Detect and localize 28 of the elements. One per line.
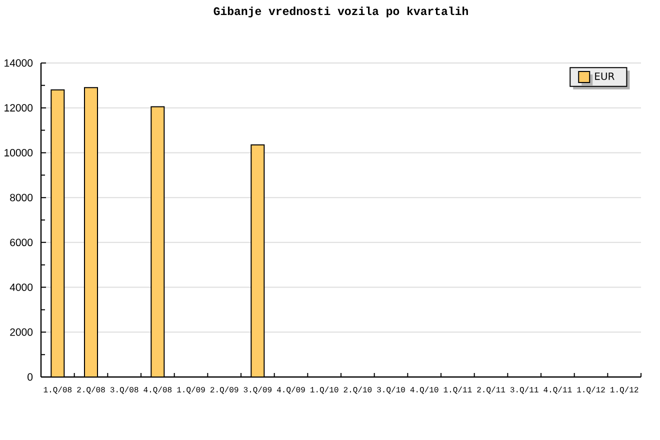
x-tick-label: 1.Q/12	[577, 386, 605, 394]
x-tick-label: 1.Q/10	[310, 386, 338, 394]
y-tick-label: 8000	[10, 194, 33, 202]
y-tick-label: 14000	[4, 59, 33, 67]
x-tick-label: 4.Q/08	[144, 386, 172, 394]
x-tick-label: 1.Q/11	[444, 386, 472, 394]
x-tick-label: 2.Q/10	[344, 386, 372, 394]
x-tick-label: 2.Q/08	[77, 386, 105, 394]
x-tick-label: 2.Q/11	[477, 386, 506, 394]
y-tick-label: 4000	[10, 284, 33, 292]
y-tick-label: 10000	[4, 148, 33, 156]
x-tick-label: 3.Q/10	[377, 386, 405, 394]
y-tick-label: 6000	[10, 238, 33, 246]
x-tick-label: 1.Q/12	[610, 386, 638, 394]
x-tick-label: 4.Q/10	[410, 386, 438, 394]
x-tick-label: 3.Q/09	[244, 386, 272, 394]
x-tick-label: 3.Q/11	[510, 386, 538, 394]
legend-label: EUR	[595, 72, 614, 80]
x-tick-label: 1.Q/09	[177, 386, 205, 394]
y-tick-label: 12000	[4, 104, 33, 112]
x-tick-label: 4.Q/09	[277, 386, 305, 394]
y-tick-label: 0	[28, 373, 33, 381]
chart-title: Gibanje vrednosti vozila po kvartalih	[214, 6, 468, 18]
x-tick-label: 4.Q/11	[544, 386, 572, 394]
y-tick-label: 2000	[10, 328, 33, 336]
x-tick-label: 1.Q/08	[44, 386, 72, 394]
x-tick-label: 3.Q/08	[110, 386, 138, 394]
x-tick-label: 2.Q/09	[210, 386, 238, 394]
